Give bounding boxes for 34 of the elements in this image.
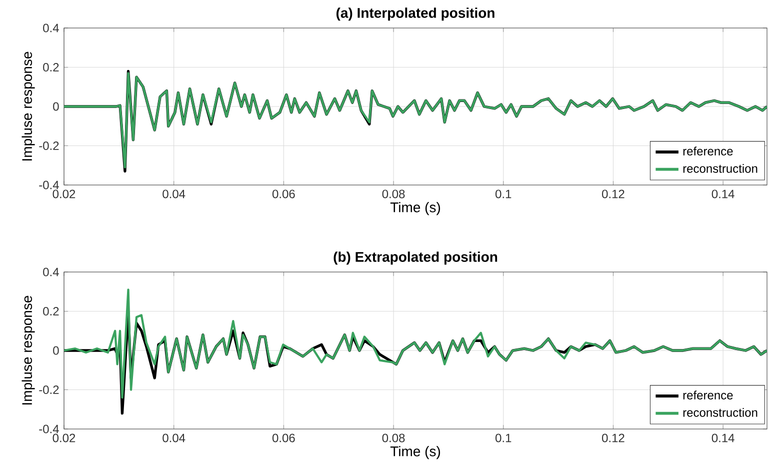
x-tick-label: 0.06 <box>272 190 295 198</box>
y-tick-label: 0.2 <box>43 307 59 316</box>
x-axis-title: Time (s) <box>390 202 440 216</box>
y-axis-title: Impluse response <box>22 52 35 160</box>
x-tick-label: 0.1 <box>495 434 512 442</box>
y-tick-label: -0.2 <box>39 385 59 394</box>
x-tick-label: 0.14 <box>712 434 734 442</box>
y-tick-label: 0.2 <box>43 62 59 72</box>
y-tick-label: 0 <box>53 102 59 111</box>
y-axis-title: Impluse response <box>22 296 35 404</box>
x-tick-label: 0.08 <box>382 434 405 442</box>
legend-label: reconstruction <box>683 164 758 173</box>
legend-label: reference <box>683 146 733 156</box>
y-tick-label: 0 <box>53 346 59 355</box>
y-tick-label: -0.2 <box>39 141 59 150</box>
x-tick-label: 0.12 <box>602 190 624 198</box>
x-tick-label: 0.02 <box>52 190 76 198</box>
x-tick-label: 0.04 <box>162 434 186 442</box>
y-tick-label: 0.4 <box>43 24 59 32</box>
x-tick-label: 0.04 <box>162 190 186 198</box>
x-tick-label: 0.06 <box>272 434 295 442</box>
x-axis-title: Time (s) <box>390 446 440 460</box>
x-tick-label: 0.12 <box>602 434 624 442</box>
y-tick-label: -0.4 <box>39 424 59 434</box>
x-tick-label: 0.14 <box>712 190 734 198</box>
y-tick-label: 0.4 <box>43 268 59 276</box>
legend-label: reference <box>683 390 733 400</box>
legend-label: reconstruction <box>683 408 758 417</box>
x-tick-label: 0.08 <box>382 190 405 198</box>
chart-title: (b) Extrapolated position <box>334 252 498 265</box>
chart-title: (a) Interpolated position <box>336 8 494 21</box>
x-tick-label: 0.02 <box>52 434 76 442</box>
y-tick-label: -0.4 <box>39 180 59 190</box>
x-tick-label: 0.1 <box>495 190 512 198</box>
